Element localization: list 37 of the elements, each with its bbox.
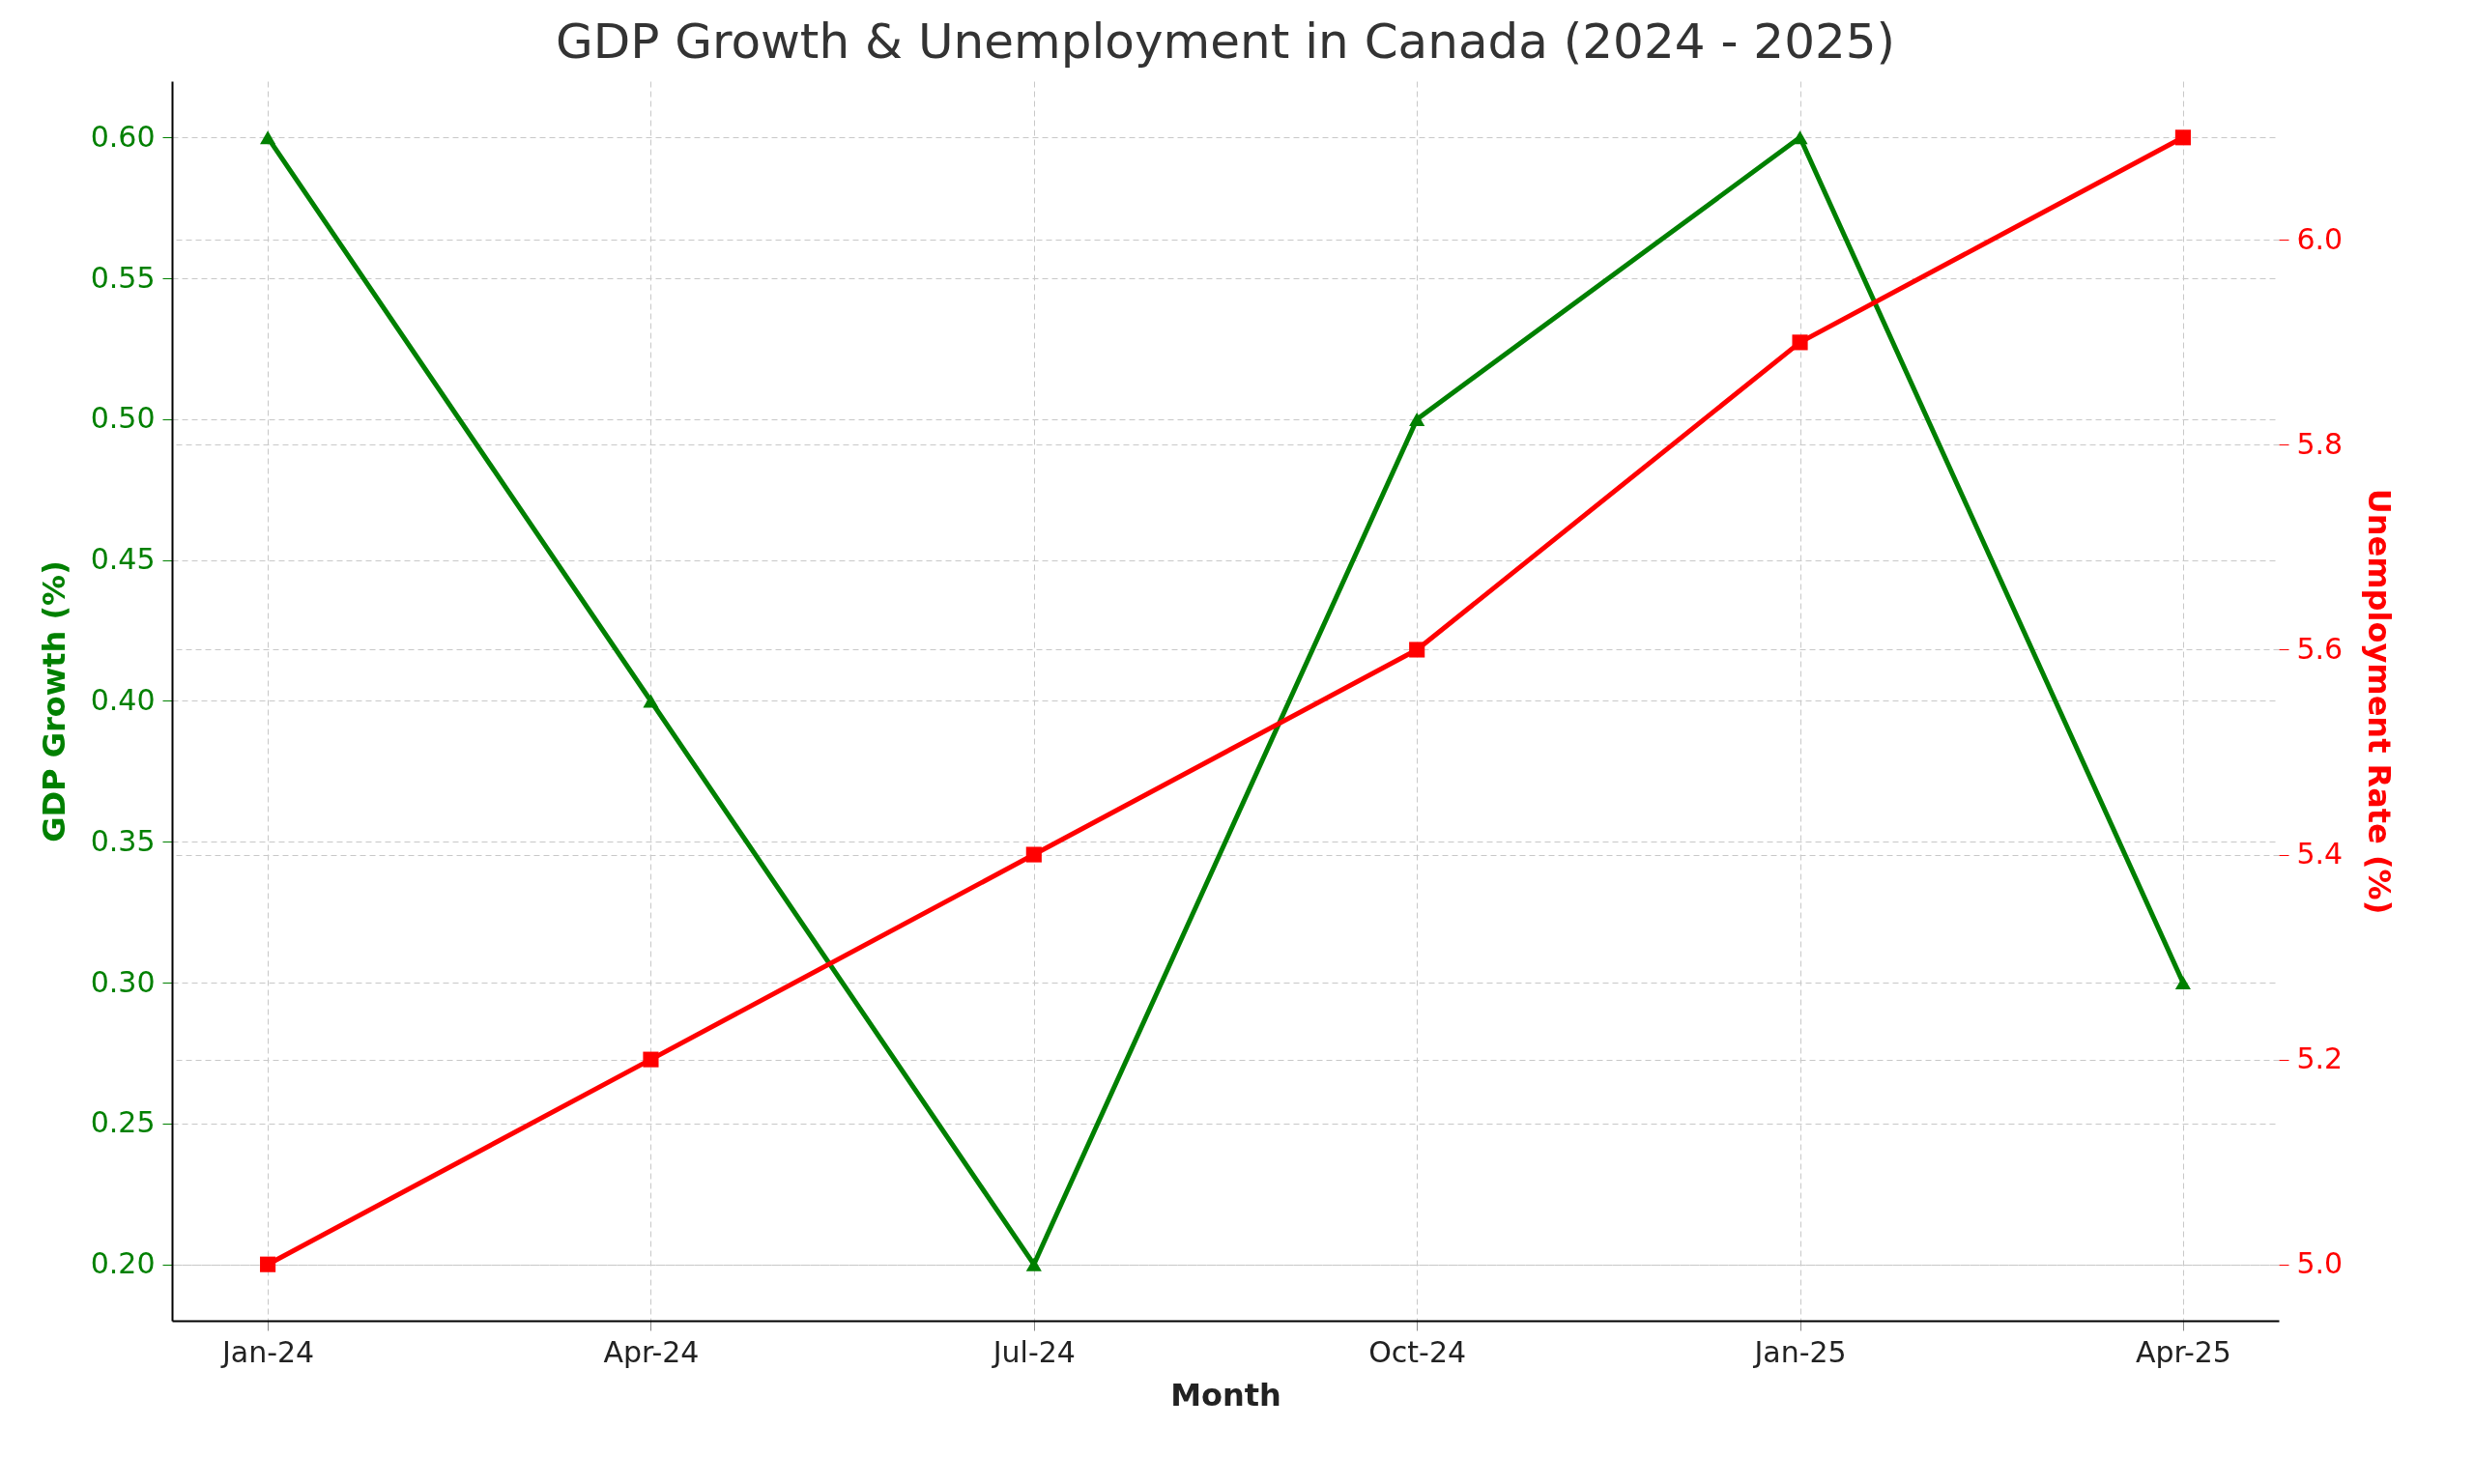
point	[260, 130, 276, 145]
y2-tick-label: 5.2	[2296, 1042, 2344, 1076]
y2-tick-label: 5.8	[2296, 426, 2344, 461]
point	[2174, 976, 2191, 990]
point	[643, 694, 659, 708]
point	[1409, 642, 1425, 658]
y-tick-label: 0.60	[90, 119, 156, 154]
y-tick-label: 0.25	[90, 1105, 156, 1140]
y2-tick-label: 5.6	[2296, 631, 2344, 666]
point	[2174, 129, 2191, 146]
y-tick-label: 0.30	[90, 964, 156, 999]
point	[1025, 846, 1042, 863]
y-tick-label: 0.50	[90, 401, 156, 436]
y-tick-label: 0.40	[90, 683, 156, 717]
point	[1025, 1257, 1042, 1271]
x-tick-label: Jan-24	[219, 1334, 315, 1369]
y2-tick-label: 6.0	[2296, 221, 2344, 256]
point	[260, 1256, 276, 1272]
y2-tick-label: 5.4	[2296, 837, 2344, 871]
y2-tick-label: 5.0	[2296, 1246, 2344, 1281]
y-tick-label: 0.55	[90, 260, 156, 295]
x-tick-label: Apr-24	[603, 1334, 700, 1369]
x-tick-label: Jul-24	[991, 1334, 1076, 1369]
x-axis-title: Month	[1170, 1376, 1281, 1413]
y-axis-title: GDP Growth (%)	[35, 560, 72, 842]
y-tick-label: 0.20	[90, 1246, 156, 1281]
x-tick-label: Jan-25	[1752, 1334, 1847, 1369]
point	[1792, 130, 1808, 145]
point	[1409, 412, 1425, 426]
point	[1792, 334, 1808, 351]
x-tick-label: Apr-25	[2135, 1334, 2231, 1369]
y2-axis-title: Unemployment Rate (%)	[2361, 488, 2399, 915]
y-tick-label: 0.35	[90, 823, 156, 858]
y-tick-label: 0.45	[90, 542, 156, 577]
chart-title: GDP Growth & Unemployment in Canada (2024 - 2025)	[555, 14, 1896, 70]
x-tick-label: Oct-24	[1368, 1334, 1467, 1369]
point	[643, 1051, 659, 1068]
